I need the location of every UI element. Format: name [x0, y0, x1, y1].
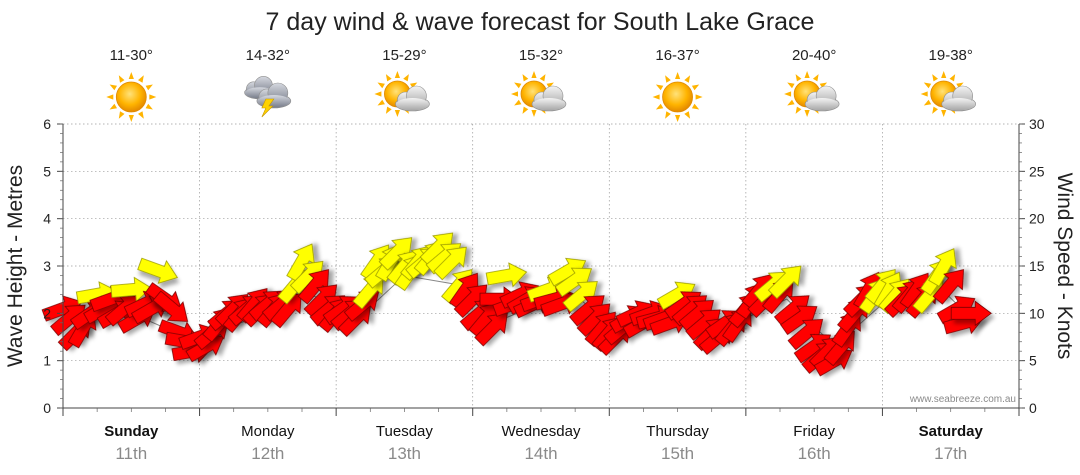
- partly-cloudy-icon: [374, 71, 430, 117]
- wind-arrow: [950, 300, 992, 327]
- chart-title: 7 day wind & wave forecast for South Lak…: [266, 8, 815, 36]
- right-tick-label: 20: [1029, 211, 1045, 227]
- sun-icon: [652, 72, 703, 122]
- left-tick-label: 4: [43, 211, 51, 227]
- wind-arrow-strong: [378, 237, 413, 271]
- wind-arrow: [780, 305, 818, 336]
- wind-arrow-strong: [554, 267, 593, 298]
- left-tick-label: 2: [43, 305, 51, 321]
- day-date-label: 15th: [661, 444, 694, 463]
- day-name-label: Saturday: [919, 423, 984, 440]
- right-tick-label: 10: [1029, 305, 1045, 321]
- wind-arrow-strong: [928, 248, 957, 287]
- wind-arrow: [932, 269, 964, 305]
- day-date-label: 11th: [115, 444, 147, 463]
- left-tick-label: 1: [43, 353, 51, 369]
- partly-cloudy-icon: [920, 71, 977, 117]
- temperature-range: 16-37°: [655, 47, 699, 64]
- left-axis-label: Wave Height - Metres: [4, 165, 27, 367]
- wind-arrow-strong: [485, 262, 528, 288]
- left-tick-label: 6: [43, 116, 51, 132]
- day-date-label: 16th: [798, 444, 831, 463]
- storm-icon: [244, 76, 292, 118]
- left-tick-label: 3: [43, 258, 51, 274]
- left-tick-label: 0: [43, 400, 51, 416]
- wind-arrow: [787, 319, 824, 351]
- day-date-label: 17th: [934, 444, 967, 463]
- day-name-label: Thursday: [646, 423, 709, 440]
- watermark: www.seabreeze.com.au: [909, 394, 1016, 405]
- day-name-label: Friday: [793, 423, 835, 440]
- temperature-range: 15-29°: [382, 47, 426, 64]
- left-tick-label: 5: [43, 163, 51, 179]
- sun-icon: [106, 72, 157, 122]
- right-axis-label: Wind Speed - Knots: [1053, 173, 1076, 360]
- wind-arrow-strong: [137, 257, 179, 284]
- wind-arrow-strong: [110, 276, 152, 303]
- temperature-range: 20-40°: [792, 47, 836, 64]
- day-name-label: Tuesday: [376, 423, 433, 440]
- right-tick-label: 30: [1029, 116, 1045, 132]
- right-tick-label: 0: [1029, 400, 1037, 416]
- wind-arrow: [474, 312, 508, 347]
- axis-ticks: 0 1 2 3 4 5 6 0 5 10 15 20 25 30: [43, 116, 1045, 416]
- wind-series: [41, 232, 992, 377]
- wind-arrow-strong: [767, 265, 802, 300]
- right-tick-label: 25: [1029, 163, 1045, 179]
- right-tick-label: 5: [1029, 353, 1037, 369]
- temperature-range: 15-32°: [519, 47, 563, 64]
- wind-arrow: [152, 290, 189, 322]
- wind-arrow-strong: [562, 281, 598, 313]
- temperature-range: 19-38°: [929, 47, 973, 64]
- partly-cloudy-icon: [511, 71, 567, 117]
- wind-arrow: [297, 269, 329, 305]
- right-tick-label: 15: [1029, 258, 1045, 274]
- wind-arrow-strong: [433, 246, 467, 281]
- day-labels: Sunday 11th Monday 12th Tuesday 13th Wednesday…: [104, 423, 983, 463]
- day-date-label: 12th: [251, 444, 284, 463]
- day-name-label: Sunday: [104, 423, 159, 440]
- day-date-label: 13th: [388, 444, 421, 463]
- temperature-range: 14-32°: [246, 47, 290, 64]
- weather-icons: 11-30° 14-32° 15-29° 15-32° 16-37° 20-40° 19-3…: [106, 47, 977, 122]
- day-date-label: 14th: [524, 444, 557, 463]
- partly-cloudy-icon: [784, 71, 840, 117]
- temperature-range: 11-30°: [110, 47, 153, 64]
- day-name-label: Wednesday: [502, 423, 581, 440]
- day-name-label: Monday: [241, 423, 295, 440]
